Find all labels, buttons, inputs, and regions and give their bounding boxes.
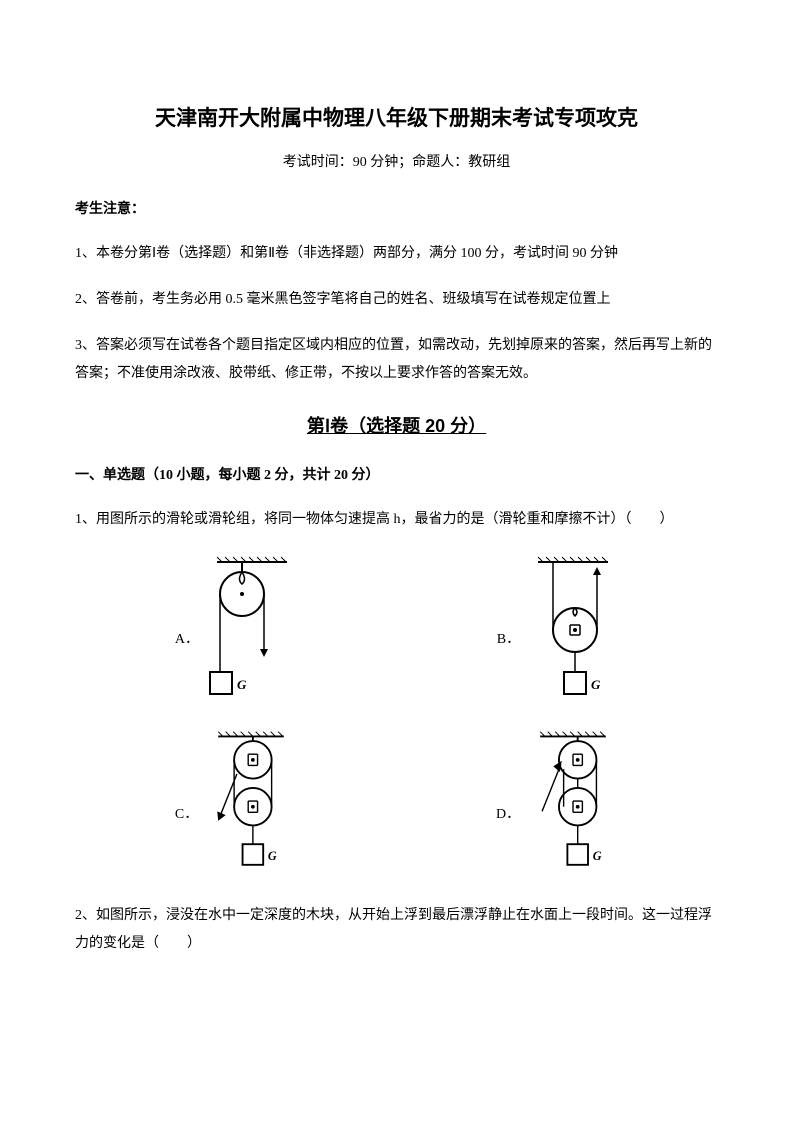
option-b-label: B．	[497, 627, 520, 652]
svg-text:G: G	[593, 849, 602, 863]
exam-subtitle: 考试时间：90 分钟；命题人：教研组	[75, 150, 718, 175]
option-d-label: D．	[496, 802, 520, 827]
svg-text:G: G	[591, 677, 601, 692]
pulley-diagram-a: G	[207, 552, 297, 702]
notice-item-3: 3、答案必须写在试卷各个题目指定区域内相应的位置，如需改动，先划掉原来的答案，然…	[75, 332, 718, 388]
option-c-label: C．	[175, 802, 198, 827]
option-d: D．	[496, 727, 618, 877]
option-a-label: A．	[175, 627, 199, 652]
question-1-text: 1、用图所示的滑轮或滑轮组，将同一物体匀速提高 h，最省力的是（滑轮重和摩擦不计…	[75, 506, 718, 534]
exam-title: 天津南开大附属中物理八年级下册期末考试专项攻克	[75, 100, 718, 138]
svg-text:G: G	[237, 677, 247, 692]
section-1-title: 第Ⅰ卷（选择题 20 分）	[75, 410, 718, 442]
question-type-header: 一、单选题（10 小题，每小题 2 分，共计 20 分）	[75, 463, 718, 488]
pulley-diagram-c: G	[206, 727, 296, 877]
option-c: C．	[175, 727, 296, 877]
notice-item-1: 1、本卷分第Ⅰ卷（选择题）和第Ⅱ卷（非选择题）两部分，满分 100 分，考试时间…	[75, 240, 718, 268]
notice-header: 考生注意：	[75, 197, 718, 222]
svg-text:G: G	[268, 849, 277, 863]
notice-item-2: 2、答卷前，考生务必用 0.5 毫米黑色签字笔将自己的姓名、班级填写在试卷规定位…	[75, 286, 718, 314]
question-1-options-row-2: C．	[75, 727, 718, 877]
pulley-diagram-b: G	[528, 552, 618, 702]
question-1-options-row-1: A． G	[75, 552, 718, 702]
option-a: A． G	[175, 552, 297, 702]
pulley-diagram-d: G	[528, 727, 618, 877]
option-b: B．	[497, 552, 618, 702]
question-2-text: 2、如图所示，浸没在水中一定深度的木块，从开始上浮到最后漂浮静止在水面上一段时间…	[75, 902, 718, 958]
